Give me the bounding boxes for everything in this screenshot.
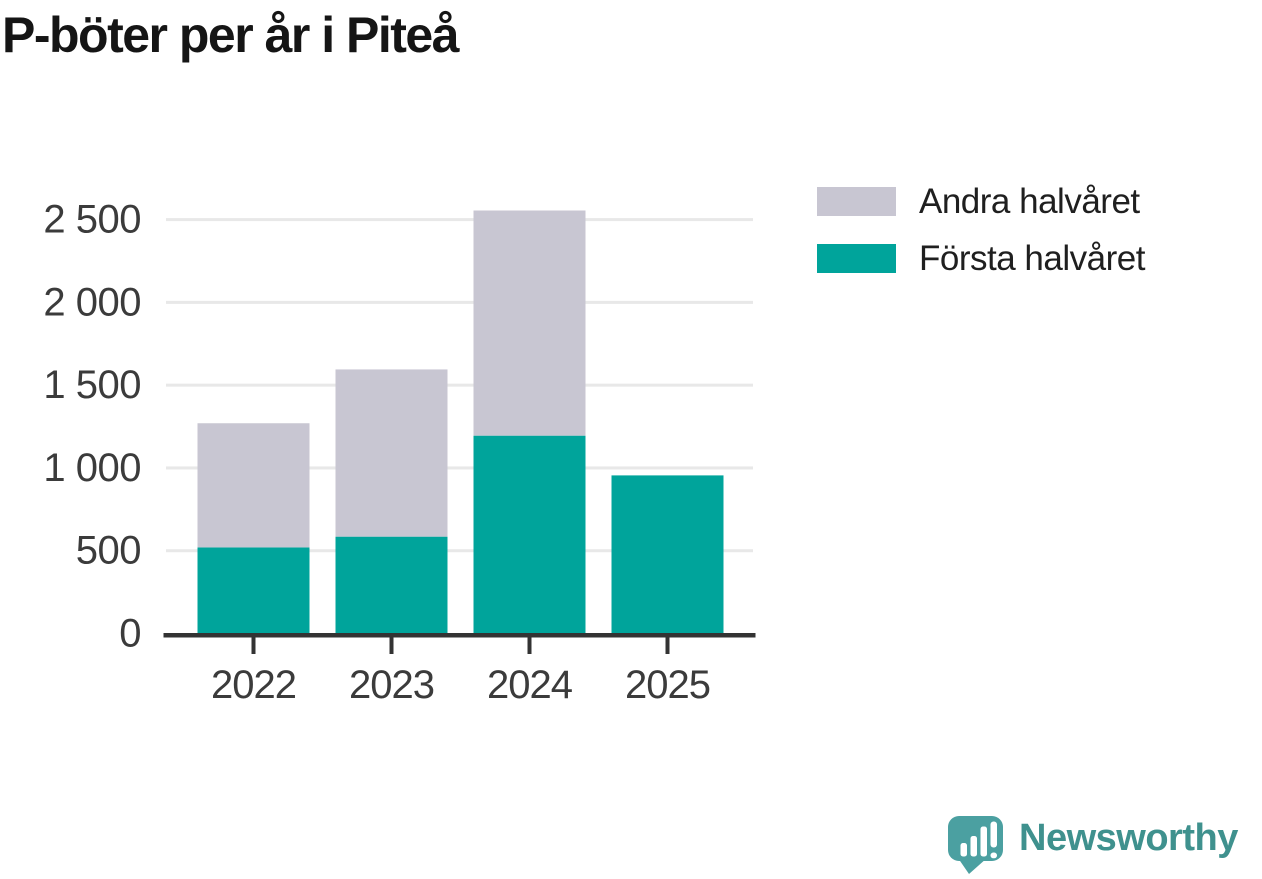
x-tick-2023 [389, 637, 394, 654]
y-tick-label: 2 000 [43, 280, 141, 324]
legend-item-andra-halvaret: Andra halvåret [817, 182, 1145, 221]
y-tick-label: 1 000 [43, 446, 141, 490]
legend-swatch-forsta-halvaret [817, 244, 896, 273]
x-tick-2024 [527, 637, 532, 654]
gridline [166, 549, 753, 553]
newsworthy-wordmark: Newsworthy [1019, 816, 1238, 859]
legend-label-andra-halvaret: Andra halvåret [919, 181, 1140, 221]
legend-label-forsta-halvaret: Första halvåret [919, 238, 1145, 278]
legend-item-forsta-halvaret: Första halvåret [817, 239, 1145, 278]
y-tick-label: 500 [76, 529, 141, 573]
bar-segment-2023-f-rsta-halv-ret [335, 536, 448, 634]
x-tick-label-2024: 2024 [487, 663, 573, 707]
newsworthy-logo-icon [948, 816, 1003, 874]
chart-title: P-böter per år i Piteå [2, 7, 460, 63]
bar-segment-2025-f-rsta-halv-ret [611, 475, 724, 634]
x-tick-label-2022: 2022 [211, 663, 296, 707]
x-tick-2022 [251, 637, 256, 654]
chart-legend: Andra halvåret Första halvåret [817, 182, 1145, 278]
gridline [166, 300, 753, 304]
x-axis-line [163, 633, 756, 638]
gridline [166, 466, 753, 470]
bar-segment-2023-andra-halv-ret [335, 369, 448, 537]
gridline [166, 218, 753, 222]
bar-segment-2022-f-rsta-halv-ret [197, 547, 310, 634]
bar-segment-2024-andra-halv-ret [473, 210, 586, 436]
y-tick-label: 0 [119, 612, 141, 656]
y-tick-label: 2 500 [43, 198, 141, 242]
x-tick-2025 [665, 637, 670, 654]
bar-segment-2024-f-rsta-halv-ret [473, 435, 586, 634]
x-tick-label-2023: 2023 [349, 663, 434, 707]
bar-segment-2022-andra-halv-ret [197, 423, 310, 548]
newsworthy-branding: Newsworthy [947, 814, 1238, 876]
y-tick-label: 1 500 [43, 363, 141, 407]
legend-swatch-andra-halvaret [817, 187, 896, 216]
x-tick-label-2025: 2025 [625, 663, 710, 707]
gridline [166, 383, 753, 387]
